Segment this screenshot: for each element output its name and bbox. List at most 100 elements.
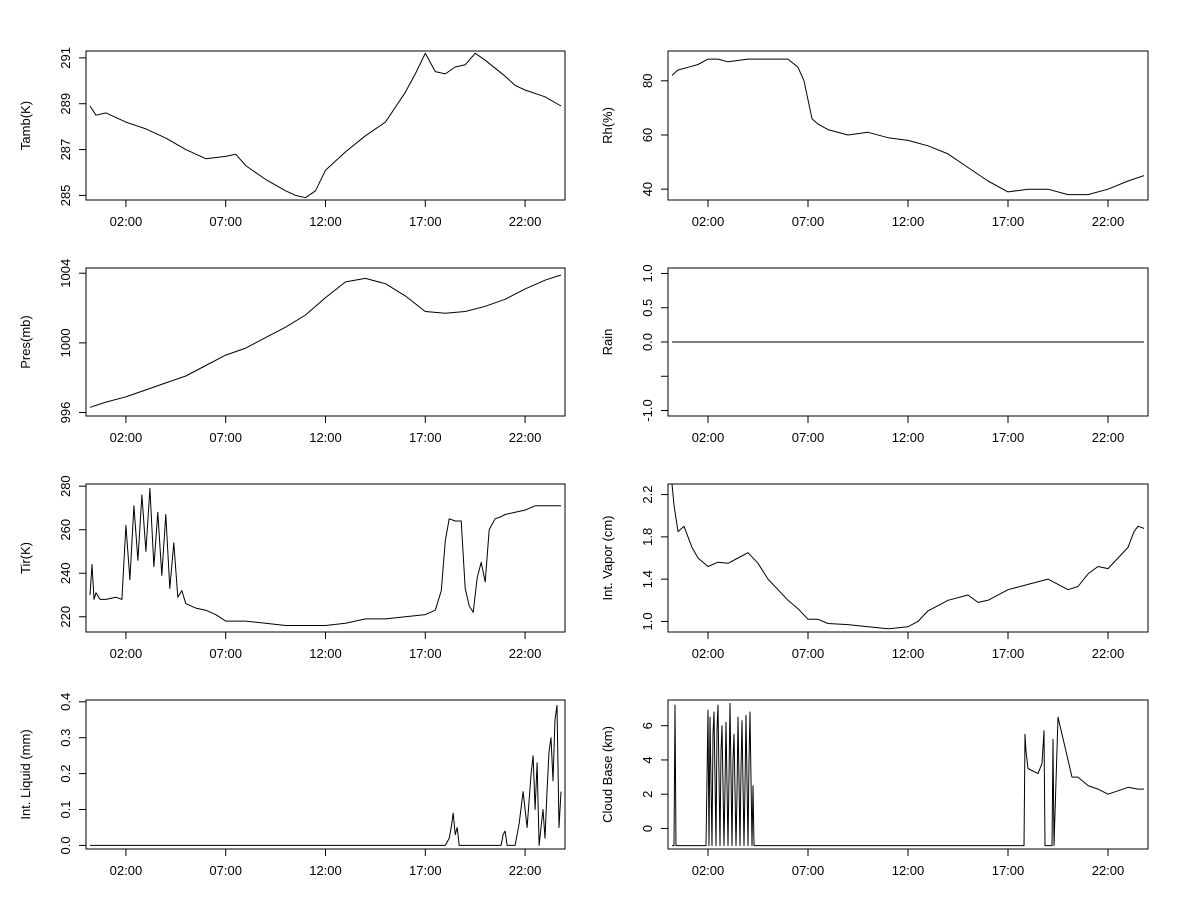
x-tick-label: 12:00 (309, 646, 342, 661)
panel-rh: 02:00 07:00 12:00 17:00 22:00 40 60 80 Rh(%) (600, 50, 1149, 229)
x-tick-label: 07:00 (209, 863, 242, 878)
y-tick-label: 2.2 (640, 486, 655, 504)
x-tick-label: 02:00 (110, 214, 143, 229)
y-tick-label: 1.0 (640, 264, 655, 282)
x-tick-label: 17:00 (992, 430, 1025, 445)
series-line (89, 487, 561, 626)
x-tick-label: 07:00 (792, 430, 825, 445)
x-tick-label: 17:00 (409, 646, 442, 661)
x-tick-label: 17:00 (409, 863, 442, 878)
y-tick-label: 6 (640, 722, 655, 729)
y-tick-label: 0 (640, 825, 655, 832)
x-tick-label: 12:00 (309, 430, 342, 445)
plot-frame (667, 483, 1149, 633)
y-tick-label: 0.2 (58, 765, 73, 783)
x-tick-label: 12:00 (892, 646, 925, 661)
panel-pres: 02:00 07:00 12:00 17:00 22:00 996 1000 1004 Pres… (18, 259, 566, 445)
x-tick-label: 07:00 (792, 214, 825, 229)
series-line (90, 704, 562, 846)
y-tick-label: 1004 (58, 259, 73, 288)
y-tick-label: 1.8 (640, 528, 655, 546)
y-tick-label: 40 (640, 182, 655, 196)
y-tick-label: 1.0 (640, 612, 655, 630)
y-tick-label: 1.4 (640, 570, 655, 588)
y-tick-label: -1.0 (640, 399, 655, 421)
y-tick-label: 289 (58, 93, 73, 115)
panel-cloudbase: 02:00 07:00 12:00 17:00 22:00 0 2 4 6 Cloud Base … (600, 699, 1149, 878)
y-axis-label: Pres(mb) (18, 315, 33, 368)
y-tick-label: 60 (640, 128, 655, 142)
y-axis-label: Cloud Base (km) (600, 726, 615, 823)
x-tick-label: 12:00 (892, 214, 925, 229)
x-tick-label: 02:00 (110, 646, 143, 661)
plot-frame (85, 50, 566, 201)
x-tick-label: 02:00 (110, 863, 143, 878)
plot-frame (85, 267, 566, 417)
x-tick-label: 07:00 (792, 646, 825, 661)
x-tick-label: 02:00 (692, 214, 725, 229)
x-tick-label: 17:00 (409, 214, 442, 229)
plot-frame (85, 699, 566, 850)
plot-frame (667, 50, 1149, 201)
x-tick-label: 22:00 (509, 214, 542, 229)
x-tick-label: 22:00 (1092, 646, 1125, 661)
y-axis-label: Int. Vapor (cm) (600, 515, 615, 600)
x-tick-label: 17:00 (992, 863, 1025, 878)
x-tick-label: 07:00 (792, 863, 825, 878)
panel-tir: 02:00 07:00 12:00 17:00 22:00 220 240 260 280 Tir… (18, 475, 566, 661)
y-axis-label: Tir(K) (18, 542, 33, 574)
y-tick-label: 0.5 (640, 299, 655, 317)
x-tick-label: 22:00 (509, 646, 542, 661)
y-tick-label: 996 (58, 402, 73, 424)
x-tick-label: 07:00 (209, 214, 242, 229)
y-tick-label: 240 (58, 562, 73, 584)
y-tick-label: 285 (58, 185, 73, 207)
y-tick-label: 220 (58, 606, 73, 628)
x-tick-label: 22:00 (509, 430, 542, 445)
series-line (672, 702, 1144, 847)
y-tick-label: 4 (640, 756, 655, 763)
y-axis-label: Tamb(K) (18, 101, 33, 150)
series-line (671, 483, 1145, 630)
x-tick-label: 02:00 (692, 430, 725, 445)
y-tick-label: 0.1 (58, 800, 73, 818)
y-tick-label: 287 (58, 139, 73, 161)
x-tick-label: 02:00 (692, 646, 725, 661)
x-tick-label: 12:00 (892, 863, 925, 878)
panel-tamb: 02:00 07:00 12:00 17:00 22:00 285 287 289 291 Tam… (18, 47, 566, 229)
plot-frame (85, 483, 566, 633)
panel-liquid: 02:00 07:00 12:00 17:00 22:00 0.0 0.1 0.2 0.3 0.4… (18, 693, 566, 878)
y-axis-label: Rh(%) (600, 107, 615, 144)
x-tick-label: 17:00 (409, 430, 442, 445)
x-tick-label: 22:00 (1092, 863, 1125, 878)
x-tick-label: 07:00 (209, 646, 242, 661)
y-tick-label: 0.4 (58, 693, 73, 711)
x-tick-label: 22:00 (509, 863, 542, 878)
y-tick-label: 0.0 (58, 836, 73, 854)
y-tick-label: 291 (58, 47, 73, 69)
y-axis-label: Int. Liquid (mm) (18, 729, 33, 819)
y-tick-label: 1000 (58, 328, 73, 357)
y-tick-label: 0.0 (640, 333, 655, 351)
y-tick-label: 260 (58, 519, 73, 541)
x-tick-label: 02:00 (692, 863, 725, 878)
x-tick-label: 12:00 (892, 430, 925, 445)
x-tick-label: 12:00 (309, 863, 342, 878)
panel-rain: 02:00 07:00 12:00 17:00 22:00 -1.0 0.0 0.5 1.0 Ra… (600, 264, 1149, 445)
x-tick-label: 12:00 (309, 214, 342, 229)
x-tick-label: 02:00 (110, 430, 143, 445)
x-tick-label: 07:00 (209, 430, 242, 445)
x-tick-label: 17:00 (992, 646, 1025, 661)
y-tick-label: 280 (58, 475, 73, 497)
y-tick-label: 2 (640, 791, 655, 798)
y-axis-label: Rain (600, 329, 615, 356)
x-tick-label: 22:00 (1092, 214, 1125, 229)
panel-vapor: 02:00 07:00 12:00 17:00 22:00 1.0 1.4 1.8 2.2 Int… (600, 483, 1149, 661)
series-line (671, 58, 1145, 196)
y-tick-label: 0.3 (58, 729, 73, 747)
series-line (89, 274, 562, 408)
y-tick-label: 80 (640, 74, 655, 88)
x-tick-label: 17:00 (992, 214, 1025, 229)
series-line (89, 52, 562, 199)
